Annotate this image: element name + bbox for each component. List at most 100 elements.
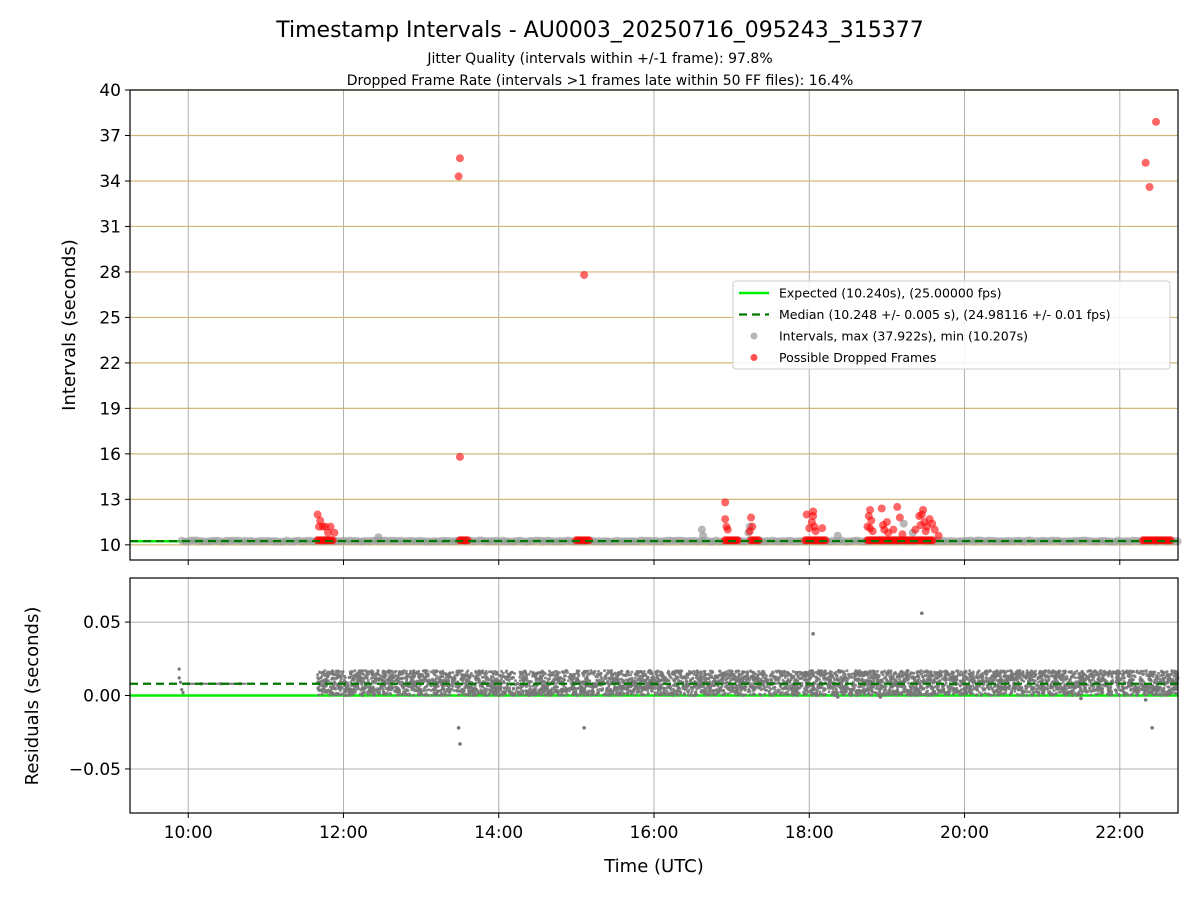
residual-point (902, 688, 906, 692)
residual-point (985, 673, 989, 677)
residual-point (460, 676, 464, 680)
residual-point (392, 679, 396, 683)
residual-point (356, 674, 359, 678)
residual-point (1036, 693, 1040, 697)
residual-point (603, 676, 607, 680)
residual-point (726, 676, 730, 680)
dropped-frame-point (747, 513, 756, 522)
residual-point (707, 677, 710, 680)
residual-point (682, 684, 686, 688)
residual-point (609, 670, 613, 674)
residual-point (1120, 689, 1124, 692)
residual-point (912, 685, 916, 689)
residual-point (905, 688, 909, 692)
residual-point (888, 686, 892, 689)
residual-point (814, 671, 818, 674)
residual-point (435, 674, 439, 678)
residual-point (426, 674, 430, 678)
residual-point (1140, 688, 1144, 692)
residual-point (989, 669, 992, 673)
residual-point (641, 676, 644, 680)
residual-point (499, 686, 503, 690)
residual-point (810, 692, 814, 696)
residual-point (684, 687, 688, 691)
residual-point (673, 680, 677, 683)
residual-point (573, 676, 577, 680)
residual-point (921, 675, 925, 679)
residual-point (351, 692, 355, 696)
residuals-y-tick-label: −0.05 (69, 760, 121, 780)
residual-point (598, 687, 602, 691)
residual-point (391, 675, 395, 679)
residual-point (347, 676, 351, 679)
intervals-plot-frame (129, 89, 1179, 561)
residual-point (584, 680, 588, 684)
residuals-x-tick-label: 14:00 (474, 823, 523, 843)
residual-point (1170, 691, 1174, 695)
residual-point (748, 684, 752, 688)
residual-point (421, 669, 425, 673)
residual-point (1110, 691, 1114, 694)
residual-point (1115, 672, 1119, 675)
residual-point (612, 686, 616, 690)
dropped-frame-point (316, 516, 325, 525)
residual-point (857, 685, 861, 689)
residual-point (318, 671, 322, 675)
residuals-plot: 10:00 12:00 14:00 16:00 18:00 20:00 22:00−0.05… (69, 577, 1180, 843)
residual-point (693, 693, 697, 697)
residual-point (425, 688, 429, 692)
residual-point (489, 679, 493, 683)
residual-point (1089, 669, 1093, 673)
residual-point (1099, 669, 1103, 672)
dropped-frame-point (463, 536, 472, 545)
residual-point (618, 684, 621, 688)
intervals-y-tick-label: 28 (99, 263, 121, 283)
residual-point (396, 675, 400, 679)
residuals-x-tick-label: 16:00 (630, 823, 679, 843)
residual-point (543, 672, 547, 676)
residual-point (1114, 688, 1118, 692)
residual-point (818, 671, 821, 675)
residual-point (405, 679, 409, 683)
residual-point (902, 684, 906, 688)
residual-point (717, 674, 721, 677)
residual-point (435, 692, 439, 696)
residual-point (591, 685, 595, 689)
residual-point (1174, 692, 1178, 695)
residual-point (724, 681, 727, 685)
residual-point (352, 687, 356, 691)
residual-point (784, 687, 788, 691)
residual-point (1078, 686, 1082, 690)
residual-point (788, 679, 792, 683)
residual-point (1139, 669, 1143, 673)
residual-point (326, 670, 330, 674)
residual-point (1052, 689, 1056, 693)
residual-point (1089, 690, 1093, 694)
dropped-frame-point (919, 505, 928, 514)
residual-point (1101, 683, 1105, 687)
residual-point (428, 679, 432, 683)
residual-point (345, 681, 349, 685)
residual-point (1119, 677, 1123, 681)
residual-point (857, 689, 861, 693)
residual-point (729, 690, 733, 694)
residual-point (858, 669, 862, 673)
residual-point (586, 672, 590, 676)
residual-point (610, 675, 614, 679)
residual-point (874, 691, 878, 695)
dropped-frame-point (1145, 183, 1154, 192)
residual-point (1076, 676, 1080, 680)
residual-point (523, 669, 527, 673)
residual-point (1135, 692, 1139, 696)
residual-point (883, 669, 887, 673)
residual-point (751, 692, 755, 696)
residual-point (979, 693, 983, 697)
residual-point (919, 693, 923, 697)
residual-point (779, 692, 782, 696)
residual-point (362, 679, 366, 683)
residual-point (689, 693, 693, 697)
residual-point (531, 674, 535, 678)
residual-point (361, 691, 365, 695)
residual-point (900, 693, 903, 697)
residual-point (328, 672, 331, 676)
